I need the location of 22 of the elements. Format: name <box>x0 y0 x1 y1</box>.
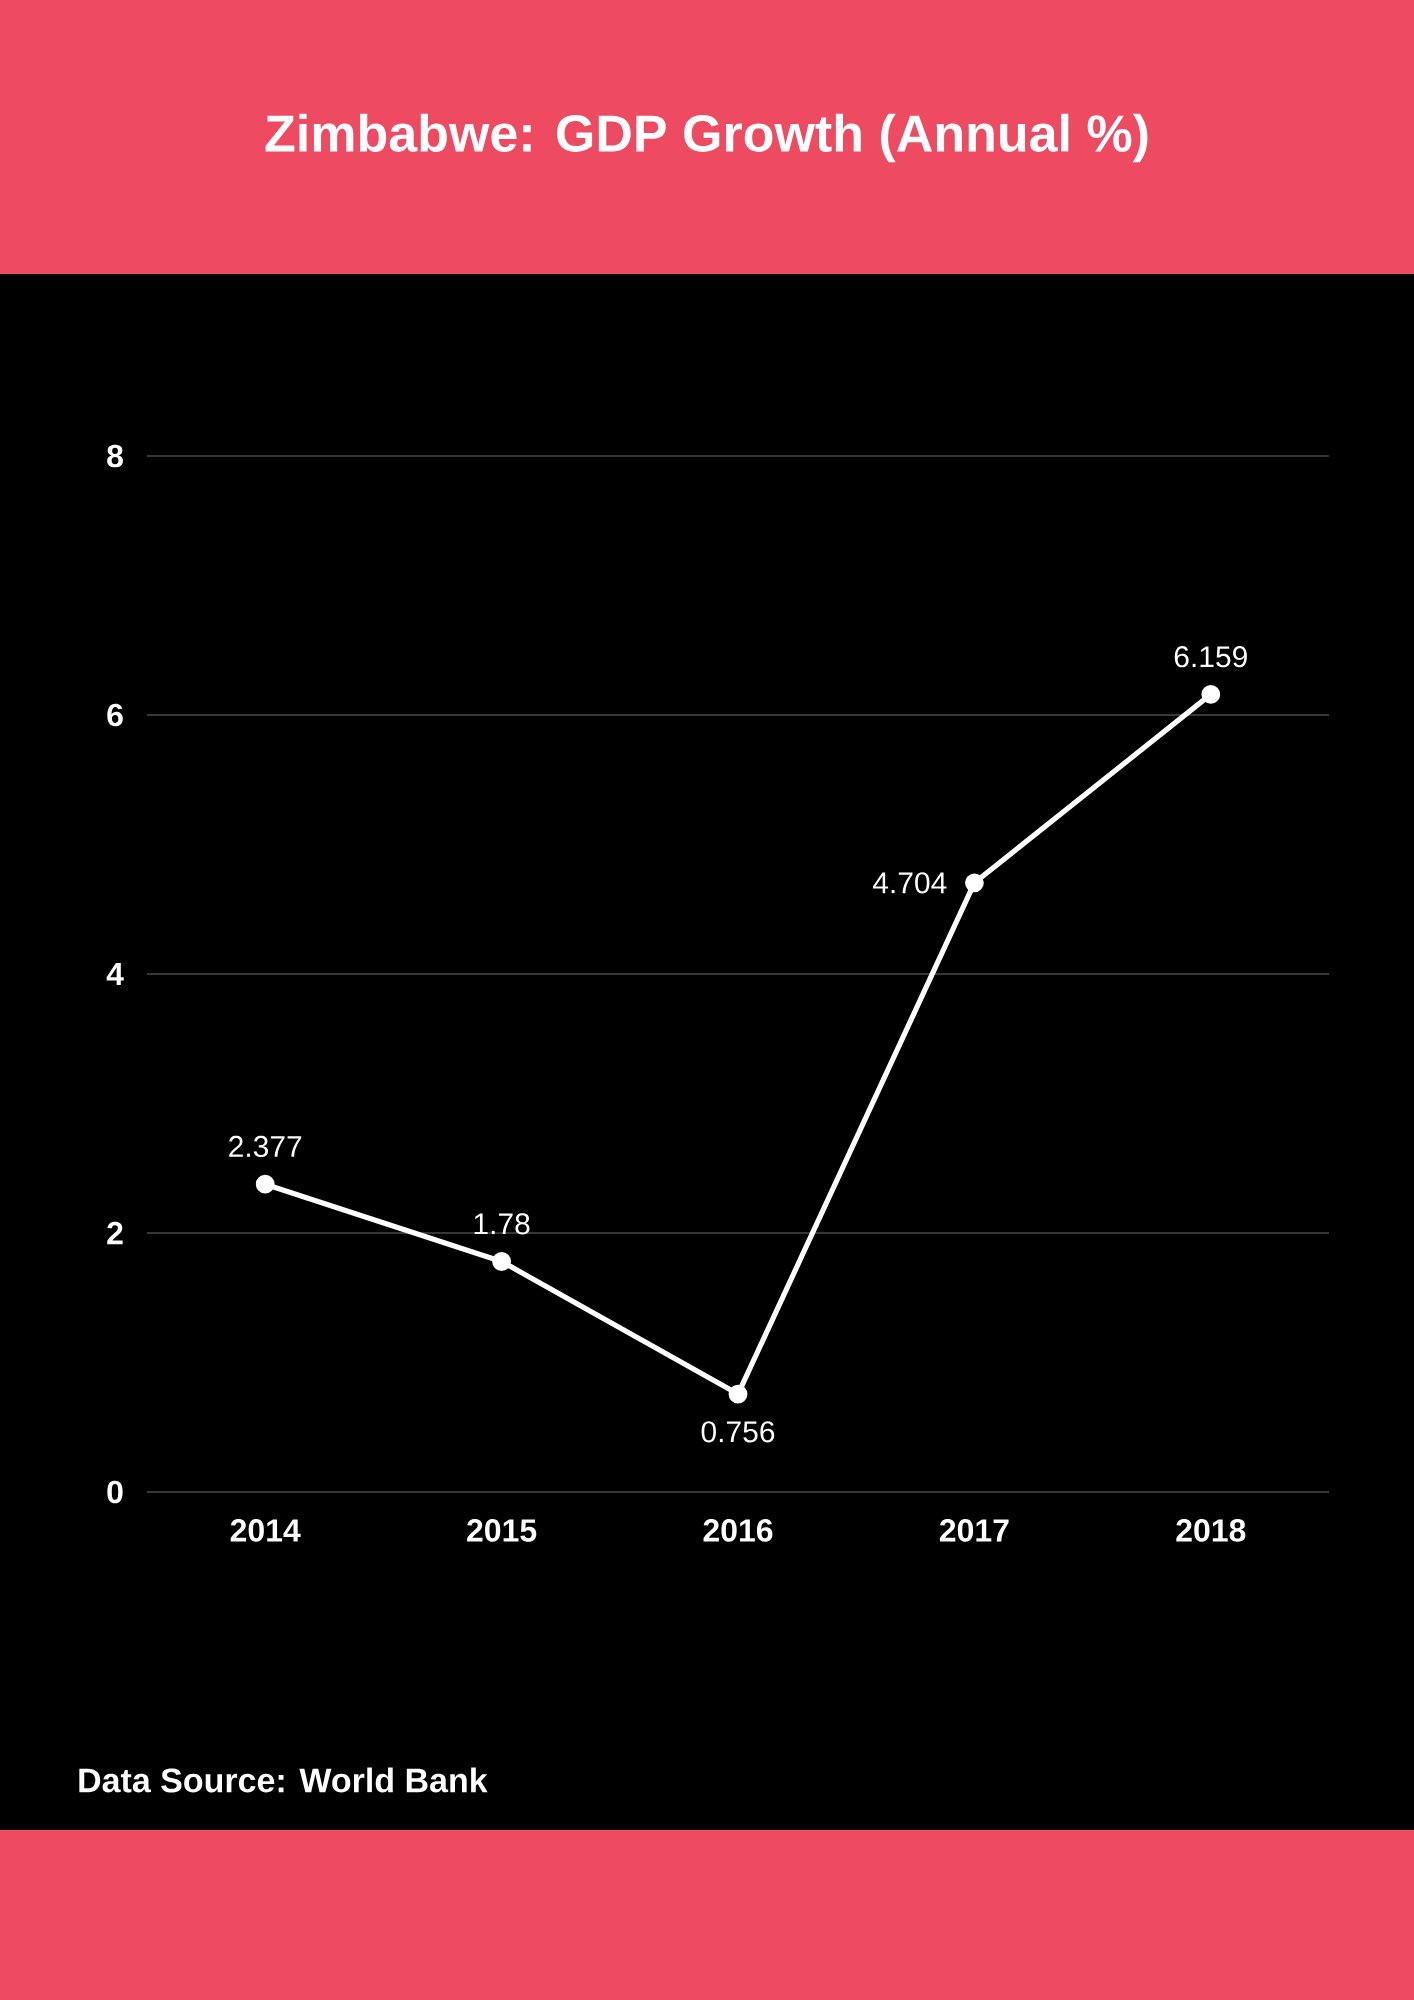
chart-title: Zimbabwe: GDP Growth (Annual %) <box>265 113 1148 163</box>
source-note: Data Source: World Bank <box>79 1767 488 1793</box>
data-label: 6.159 <box>1174 646 1247 668</box>
x-tick-label: 2018 <box>1176 1519 1246 1542</box>
y-tick-label: 4 <box>106 962 124 985</box>
point <box>1201 685 1221 704</box>
point <box>728 1384 748 1404</box>
y-tick-label: 6 <box>107 703 123 727</box>
y-tick-label: 8 <box>107 444 123 468</box>
y-tick-label: 2 <box>107 1221 123 1245</box>
y-tick-label: 0 <box>107 1480 123 1504</box>
point <box>965 873 984 893</box>
x-tick-label: 2015 <box>467 1519 537 1542</box>
point <box>255 1174 275 1194</box>
data-label: 4.704 <box>872 872 947 894</box>
data-label: 2.377 <box>229 1135 302 1158</box>
point <box>492 1252 512 1271</box>
x-tick-label: 2017 <box>939 1519 1009 1542</box>
data-label: 0.756 <box>701 1421 775 1443</box>
x-tick-label: 2016 <box>703 1519 773 1542</box>
x-tick-label: 2014 <box>230 1519 301 1542</box>
data-label: 1.78 <box>474 1213 530 1235</box>
